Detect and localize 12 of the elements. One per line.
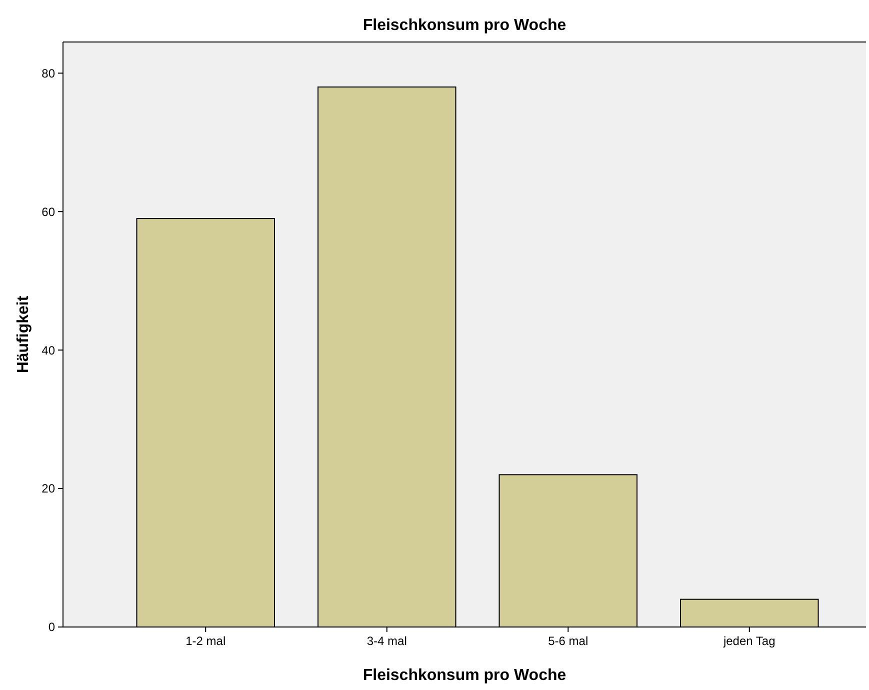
y-axis-title: Häufigkeit [15,295,32,374]
y-tick-label: 80 [42,66,56,80]
x-tick-label: 3-4 mal [366,634,407,648]
x-tick-label: jeden Tag [722,634,776,648]
x-tick-label: 1-2 mal [186,634,226,648]
x-axis-title: Fleischkonsum pro Woche [362,667,566,684]
x-tick-label: 5-6 mal [548,634,588,648]
chart-title: Fleischkonsum pro Woche [362,17,566,34]
y-tick-label: 0 [48,620,56,634]
y-tick-label: 20 [42,482,56,496]
y-tick-label: 60 [42,204,56,219]
y-tick-label: 40 [42,343,56,358]
